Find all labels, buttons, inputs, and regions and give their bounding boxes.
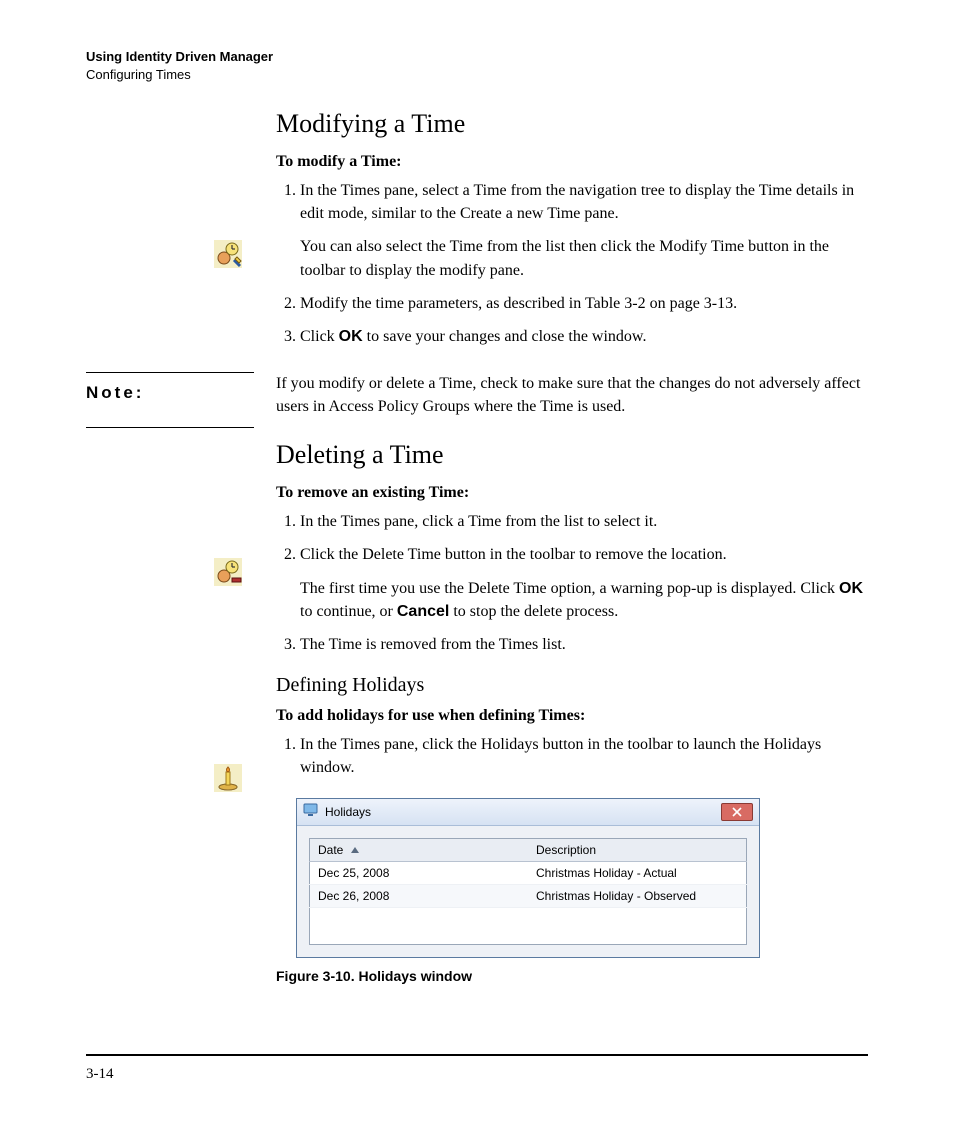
- step-subtext: You can also select the Time from the li…: [300, 235, 868, 281]
- step-text: In the Times pane, click the Holidays bu…: [300, 736, 821, 776]
- step: In the Times pane, click a Time from the…: [300, 510, 868, 533]
- running-head-subtitle: Configuring Times: [86, 66, 868, 84]
- steps-delete: In the Times pane, click a Time from the…: [276, 510, 868, 656]
- main-content: Modifying a Time To modify a Time: In th…: [276, 109, 868, 348]
- table-row-empty: [310, 907, 747, 944]
- note-block: Note: If you modify or delete a Time, ch…: [86, 372, 868, 428]
- window-title-left: Holidays: [303, 803, 371, 820]
- figure-holidays: Holidays Date: [296, 798, 868, 958]
- lead-modify: To modify a Time:: [276, 153, 868, 171]
- close-button[interactable]: [721, 803, 753, 821]
- cell-desc: Christmas Holiday - Observed: [528, 884, 747, 907]
- col-label: Description: [536, 843, 596, 857]
- delete-time-icon: [214, 558, 242, 586]
- window-title: Holidays: [325, 805, 371, 819]
- t: The first time you use the Delete Time o…: [300, 580, 839, 597]
- window-body: Date Description Dec 25, 2008: [297, 826, 759, 957]
- sort-asc-icon: [351, 847, 359, 853]
- step: Modify the time parameters, as described…: [300, 292, 868, 315]
- step-text: Modify the time parameters, as described…: [300, 295, 737, 312]
- step-text: In the Times pane, click a Time from the…: [300, 513, 657, 530]
- step-text: In the Times pane, select a Time from th…: [300, 182, 854, 222]
- column-header-description[interactable]: Description: [528, 838, 747, 861]
- holidays-table: Date Description Dec 25, 2008: [309, 838, 747, 945]
- holidays-window: Holidays Date: [296, 798, 760, 958]
- running-head: Using Identity Driven Manager Configurin…: [86, 48, 868, 83]
- note-body: If you modify or delete a Time, check to…: [276, 372, 868, 428]
- note-label: Note:: [86, 372, 254, 428]
- heading-deleting: Deleting a Time: [276, 440, 868, 470]
- holidays-icon: [214, 764, 242, 792]
- cell-date: Dec 25, 2008: [310, 861, 529, 884]
- t: to continue, or: [300, 603, 397, 620]
- step-text: Click the Delete Time button in the tool…: [300, 546, 727, 563]
- heading-modifying: Modifying a Time: [276, 109, 868, 139]
- step-text-pre: Click: [300, 328, 339, 345]
- cell-date: Dec 26, 2008: [310, 884, 529, 907]
- note-label-column: Note:: [86, 372, 276, 428]
- monitor-icon: [303, 803, 319, 820]
- step: In the Times pane, click the Holidays bu…: [300, 733, 868, 779]
- step-text-post: to save your changes and close the windo…: [363, 328, 647, 345]
- step-text: The Time is removed from the Times list.: [300, 636, 566, 653]
- step: Click the Delete Time button in the tool…: [300, 543, 868, 623]
- col-label: Date: [318, 843, 343, 857]
- figure-caption: Figure 3-10. Holidays window: [276, 968, 868, 984]
- step: The Time is removed from the Times list.: [300, 633, 868, 656]
- column-header-date[interactable]: Date: [310, 838, 529, 861]
- ok-label: OK: [339, 328, 363, 345]
- t: to stop the delete process.: [449, 603, 618, 620]
- running-head-title: Using Identity Driven Manager: [86, 48, 868, 66]
- window-titlebar[interactable]: Holidays: [297, 799, 759, 826]
- heading-holidays: Defining Holidays: [276, 674, 868, 697]
- footer-rule: [86, 1054, 868, 1056]
- modify-time-icon: [214, 240, 242, 268]
- page-number: 3-14: [86, 1066, 868, 1083]
- step: In the Times pane, select a Time from th…: [300, 179, 868, 282]
- steps-modify: In the Times pane, select a Time from th…: [276, 179, 868, 348]
- table-row[interactable]: Dec 25, 2008 Christmas Holiday - Actual: [310, 861, 747, 884]
- main-content-2: Deleting a Time To remove an existing Ti…: [276, 440, 868, 983]
- cancel-label: Cancel: [397, 603, 449, 620]
- step: Click OK to save your changes and close …: [300, 325, 868, 348]
- lead-holidays: To add holidays for use when defining Ti…: [276, 707, 868, 725]
- cell-desc: Christmas Holiday - Actual: [528, 861, 747, 884]
- lead-delete: To remove an existing Time:: [276, 484, 868, 502]
- step-subtext: The first time you use the Delete Time o…: [300, 577, 868, 623]
- table-row[interactable]: Dec 26, 2008 Christmas Holiday - Observe…: [310, 884, 747, 907]
- ok-label: OK: [839, 580, 863, 597]
- document-page: Using Identity Driven Manager Configurin…: [0, 0, 954, 1123]
- steps-holidays: In the Times pane, click the Holidays bu…: [276, 733, 868, 779]
